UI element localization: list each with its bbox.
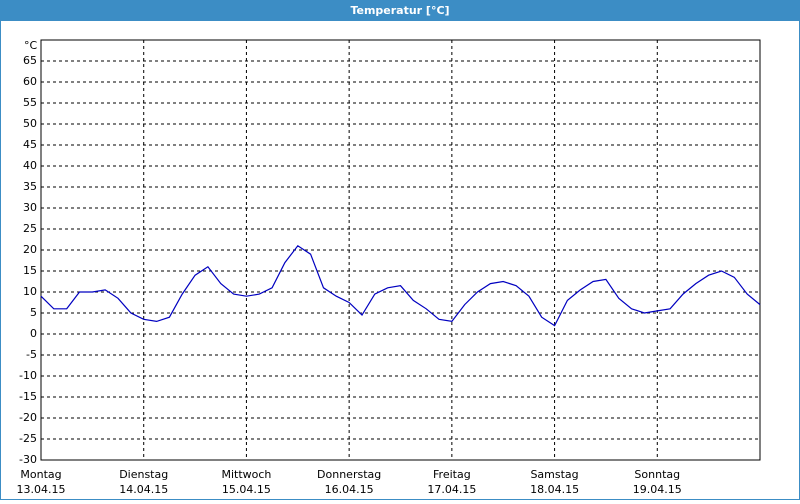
plot-frame xyxy=(40,39,761,461)
day-name: Samstag xyxy=(530,468,578,481)
day-date: 13.04.15 xyxy=(17,483,66,496)
y-tick-label: 30 xyxy=(23,201,37,214)
y-tick-label: -25 xyxy=(19,432,37,445)
y-tick-label: -20 xyxy=(19,411,37,424)
day-date: 17.04.15 xyxy=(427,483,476,496)
y-tick-label: 45 xyxy=(23,138,37,151)
y-tick-label: 50 xyxy=(23,117,37,130)
y-tick-label: 35 xyxy=(23,180,37,193)
day-date: 14.04.15 xyxy=(119,483,168,496)
y-tick-label: 0 xyxy=(30,327,37,340)
y-tick-label: 25 xyxy=(23,222,37,235)
y-tick-label: 20 xyxy=(23,243,37,256)
day-name: Mittwoch xyxy=(221,468,271,481)
y-tick-label: -15 xyxy=(19,390,37,403)
day-name: Sonntag xyxy=(634,468,680,481)
y-tick-label: 15 xyxy=(23,264,37,277)
day-name: Dienstag xyxy=(119,468,168,481)
y-tick-label: 55 xyxy=(23,96,37,109)
y-axis-unit: °C xyxy=(24,39,38,52)
day-date: 18.04.15 xyxy=(530,483,579,496)
y-tick-label: -10 xyxy=(19,369,37,382)
y-tick-label: 5 xyxy=(30,306,37,319)
day-name: Freitag xyxy=(433,468,471,481)
y-tick-label: 10 xyxy=(23,285,37,298)
day-date: 19.04.15 xyxy=(633,483,682,496)
day-name: Donnerstag xyxy=(317,468,381,481)
y-tick-label: 60 xyxy=(23,75,37,88)
title-bar xyxy=(0,0,800,21)
day-name: Montag xyxy=(20,468,61,481)
day-date: 16.04.15 xyxy=(325,483,374,496)
y-tick-label: -5 xyxy=(26,348,37,361)
y-tick-label: 40 xyxy=(23,159,37,172)
y-tick-label: -30 xyxy=(19,453,37,466)
window-title: Temperatur [°C] xyxy=(350,4,449,17)
temperature-line xyxy=(40,244,761,327)
y-tick-label: 65 xyxy=(23,54,37,67)
day-date: 15.04.15 xyxy=(222,483,271,496)
